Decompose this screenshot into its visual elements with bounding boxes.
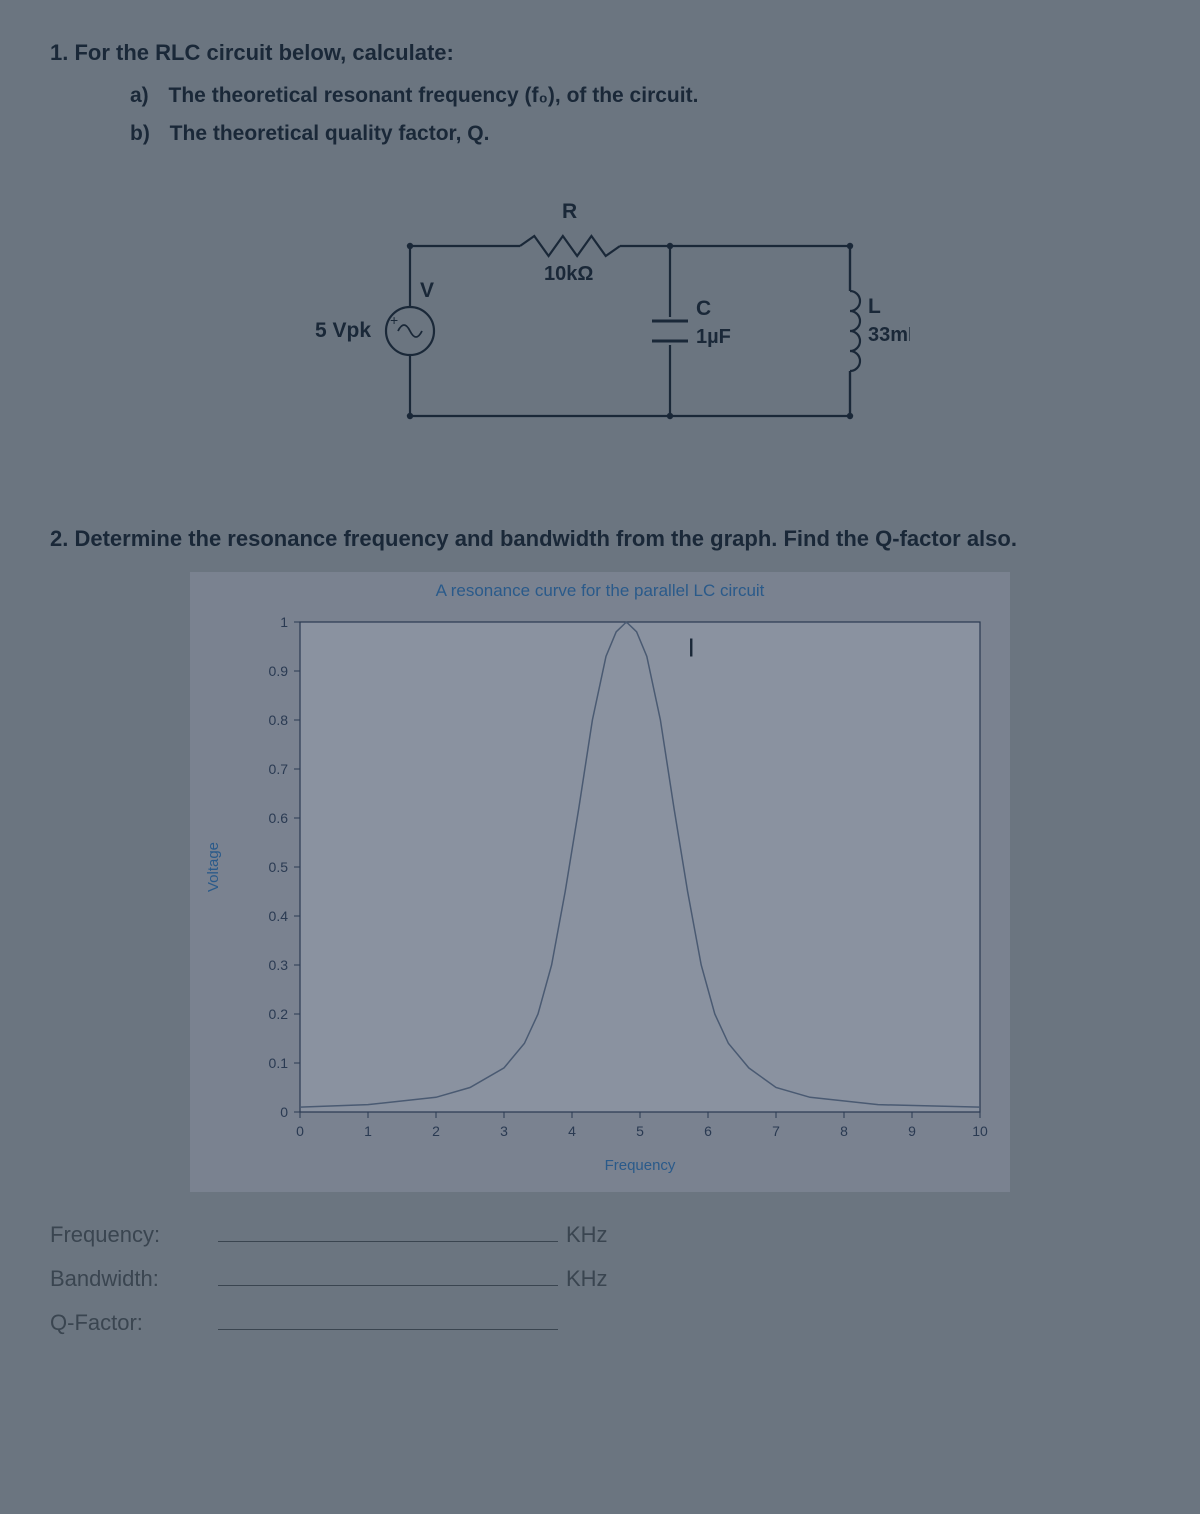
circuit-svg: V 5 Vpk + R 10kΩ C 1µF L 33mH xyxy=(290,186,910,466)
question-1-heading: 1. For the RLC circuit below, calculate: xyxy=(50,40,1150,66)
svg-text:5 Vpk: 5 Vpk xyxy=(315,319,371,342)
bw-unit: KHz xyxy=(566,1266,608,1292)
question-2-heading: 2. Determine the resonance frequency and… xyxy=(50,526,1150,552)
bw-label: Bandwidth: xyxy=(50,1266,210,1292)
svg-text:33mH: 33mH xyxy=(868,324,910,346)
q1a: a) The theoretical resonant frequency (f… xyxy=(130,84,1150,108)
circuit-diagram: V 5 Vpk + R 10kΩ C 1µF L 33mH xyxy=(50,186,1150,466)
svg-text:0.6: 0.6 xyxy=(269,810,289,826)
svg-text:A resonance curve for the para: A resonance curve for the parallel LC ci… xyxy=(436,581,765,600)
resonance-chart: A resonance curve for the parallel LC ci… xyxy=(190,572,1010,1192)
q1b: b) The theoretical quality factor, Q. xyxy=(130,122,1150,146)
svg-text:1: 1 xyxy=(280,614,288,630)
svg-text:0: 0 xyxy=(296,1123,304,1139)
answer-qfactor: Q-Factor: xyxy=(50,1310,1150,1336)
svg-text:10kΩ: 10kΩ xyxy=(544,263,593,285)
svg-text:0.9: 0.9 xyxy=(269,663,289,679)
q2-number: 2. xyxy=(50,526,68,551)
q1b-letter: b) xyxy=(130,122,150,145)
q-label: Q-Factor: xyxy=(50,1310,210,1336)
svg-text:L: L xyxy=(868,295,881,318)
svg-text:4: 4 xyxy=(568,1123,576,1139)
svg-text:0.4: 0.4 xyxy=(269,908,289,924)
svg-text:0: 0 xyxy=(280,1104,288,1120)
svg-text:8: 8 xyxy=(840,1123,848,1139)
svg-text:C: C xyxy=(696,297,711,320)
svg-text:0.3: 0.3 xyxy=(269,957,289,973)
svg-text:0.1: 0.1 xyxy=(269,1055,289,1071)
svg-text:1µF: 1µF xyxy=(696,326,731,348)
freq-blank[interactable] xyxy=(218,1222,558,1242)
q2-text: Determine the resonance frequency and ba… xyxy=(74,526,1016,551)
svg-text:0.2: 0.2 xyxy=(269,1006,289,1022)
bw-blank[interactable] xyxy=(218,1266,558,1286)
svg-text:0.5: 0.5 xyxy=(269,859,289,875)
q1a-text: The theoretical resonant frequency (f₀),… xyxy=(169,84,699,107)
svg-text:7: 7 xyxy=(772,1123,780,1139)
svg-text:R: R xyxy=(562,200,577,223)
answer-bandwidth: Bandwidth: KHz xyxy=(50,1266,1150,1292)
q1a-letter: a) xyxy=(130,84,149,107)
svg-text:3: 3 xyxy=(500,1123,508,1139)
svg-text:0.8: 0.8 xyxy=(269,712,289,728)
svg-text:V: V xyxy=(420,279,434,302)
svg-text:2: 2 xyxy=(432,1123,440,1139)
svg-text:+: + xyxy=(390,312,398,328)
svg-text:5: 5 xyxy=(636,1123,644,1139)
svg-text:6: 6 xyxy=(704,1123,712,1139)
svg-text:1: 1 xyxy=(364,1123,372,1139)
svg-text:I: I xyxy=(688,632,695,662)
chart-container: A resonance curve for the parallel LC ci… xyxy=(50,572,1150,1192)
q-blank[interactable] xyxy=(218,1310,558,1330)
q1-text: For the RLC circuit below, calculate: xyxy=(74,40,453,65)
q1-number: 1. xyxy=(50,40,68,65)
answer-frequency: Frequency: KHz xyxy=(50,1222,1150,1248)
q1b-text: The theoretical quality factor, Q. xyxy=(170,122,490,145)
svg-text:9: 9 xyxy=(908,1123,916,1139)
svg-text:Voltage: Voltage xyxy=(205,842,222,892)
answer-blanks: Frequency: KHz Bandwidth: KHz Q-Factor: xyxy=(50,1222,1150,1336)
q1-sublist: a) The theoretical resonant frequency (f… xyxy=(130,84,1150,146)
svg-text:0.7: 0.7 xyxy=(269,761,289,777)
freq-unit: KHz xyxy=(566,1222,608,1248)
svg-text:10: 10 xyxy=(972,1123,988,1139)
svg-text:Frequency: Frequency xyxy=(605,1157,676,1174)
freq-label: Frequency: xyxy=(50,1222,210,1248)
